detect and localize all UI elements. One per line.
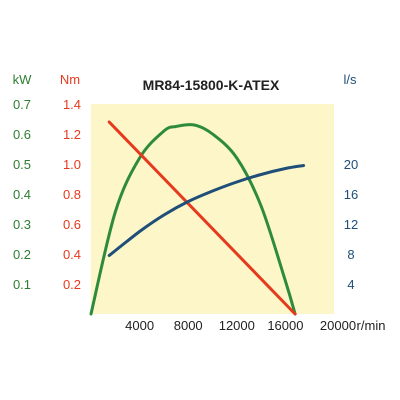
x-tick-label: 16000 (267, 318, 303, 333)
series-ls-line (107, 164, 306, 257)
kw-axis-unit: kW (13, 72, 33, 87)
ls-axis-unit: l/s (344, 72, 358, 87)
tick-labels: 4000 8000 12000 16000 20000 0.1 0.2 0.3 0.4 0.5 0.… (13, 97, 358, 333)
x-tick-label: 8000 (174, 318, 203, 333)
ls-tick-label: 16 (344, 187, 358, 202)
nm-tick-label: 0.8 (63, 187, 81, 202)
x-tick-label: 4000 (125, 318, 154, 333)
chart-title: MR84-15800-K-ATEX (143, 77, 280, 93)
ls-tick-label: 12 (344, 217, 358, 232)
kw-tick-label: 0.6 (13, 127, 31, 142)
series-layer (89, 120, 306, 316)
kw-tick-label: 0.3 (13, 217, 31, 232)
kw-tick-label: 0.5 (13, 157, 31, 172)
kw-tick-label: 0.4 (13, 187, 31, 202)
ls-tick-label: 8 (347, 247, 354, 262)
kw-tick-label: 0.2 (13, 247, 31, 262)
plot-area (91, 104, 334, 314)
x-axis-unit: r/min (357, 318, 386, 333)
ls-tick-label: 20 (344, 157, 358, 172)
x-tick-label: 12000 (219, 318, 255, 333)
nm-axis-unit: Nm (60, 72, 80, 87)
nm-tick-label: 1.2 (63, 127, 81, 142)
x-tick-label: 20000 (320, 318, 356, 333)
series-nm-line (107, 120, 297, 316)
nm-tick-label: 0.4 (63, 247, 81, 262)
nm-tick-label: 0.2 (63, 277, 81, 292)
kw-tick-label: 0.7 (13, 97, 31, 112)
series-kw-line (89, 123, 297, 316)
nm-tick-label: 0.6 (63, 217, 81, 232)
nm-tick-label: 1.4 (63, 97, 81, 112)
kw-tick-label: 0.1 (13, 277, 31, 292)
ls-tick-label: 4 (347, 277, 354, 292)
nm-tick-label: 1.0 (63, 157, 81, 172)
